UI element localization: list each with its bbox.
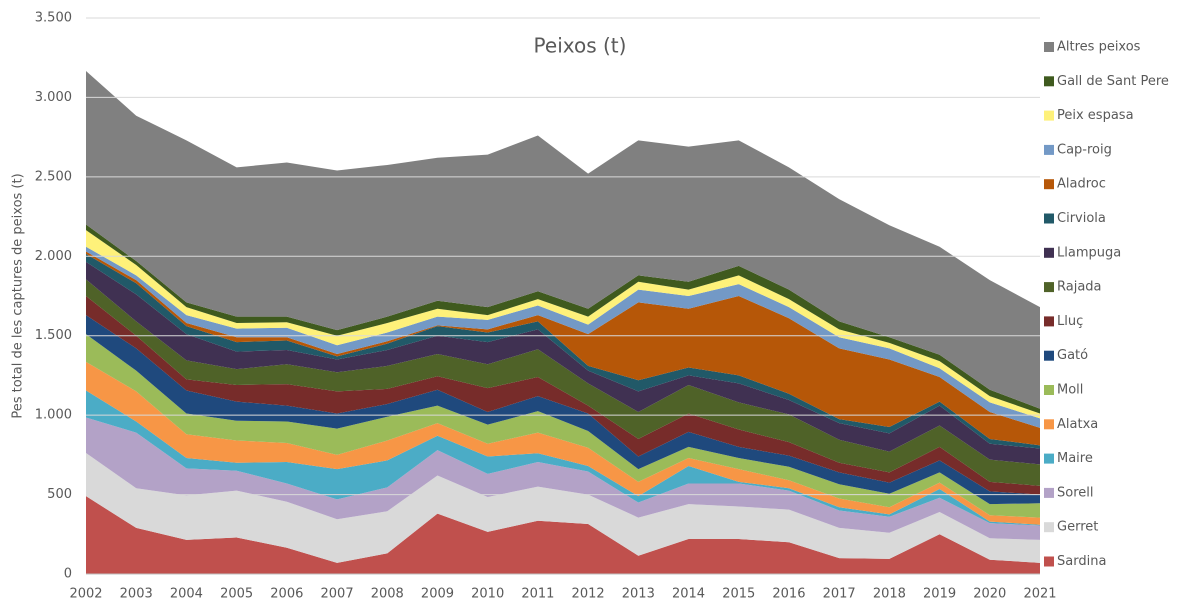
legend-swatch	[1044, 247, 1054, 258]
legend-label: Peix espasa	[1057, 108, 1134, 123]
x-tick-label: 2004	[170, 587, 203, 600]
area	[86, 224, 1040, 414]
legend-swatch	[1044, 110, 1054, 121]
legend-swatch	[1044, 419, 1054, 430]
legend-label: Sorell	[1057, 485, 1094, 500]
legend-swatch	[1044, 350, 1054, 361]
x-tick-label: 2014	[672, 587, 705, 600]
area	[86, 361, 1040, 525]
legend-swatch	[1044, 522, 1054, 533]
legend-label: Rajada	[1057, 280, 1102, 295]
x-tick-label: 2003	[120, 587, 153, 600]
area	[86, 71, 1040, 409]
x-tick-label: 2015	[722, 587, 755, 600]
legend-swatch	[1044, 556, 1054, 567]
legend-swatch	[1044, 42, 1054, 52]
area	[86, 334, 1040, 518]
area	[86, 279, 1040, 486]
area	[86, 261, 1040, 465]
legend-swatch	[1044, 213, 1054, 224]
legend-swatch	[1044, 385, 1054, 395]
area	[86, 452, 1040, 563]
legend-label: Cap-roig	[1057, 142, 1112, 157]
y-tick-label: 1.500	[35, 328, 72, 343]
y-tick-label: 2.000	[35, 249, 72, 264]
area	[86, 315, 1040, 505]
legend-label: Llampuga	[1057, 245, 1121, 260]
legend-label: Altres peixos	[1057, 40, 1141, 55]
legend-label: Aladroc	[1057, 177, 1106, 192]
x-tick-label: 2010	[471, 587, 504, 600]
x-tick-label: 2021	[1023, 587, 1056, 600]
legend-label: Gerret	[1057, 520, 1098, 535]
legend-label: Sardina	[1057, 554, 1106, 569]
x-tick-label: 2020	[973, 587, 1006, 600]
x-tick-label: 2007	[321, 587, 354, 600]
y-tick-label: 500	[47, 487, 72, 502]
x-tick-label: 2018	[873, 587, 906, 600]
x-tick-label: 2008	[371, 587, 404, 600]
x-tick-label: 2002	[69, 587, 102, 600]
legend-swatch	[1044, 282, 1054, 293]
legend-swatch	[1044, 179, 1054, 190]
legend-label: Alatxa	[1057, 417, 1098, 432]
legend-label: Cirviola	[1057, 211, 1106, 226]
legend-swatch	[1044, 76, 1054, 87]
y-tick-label: 3.500	[35, 11, 72, 26]
legend-label: Gató	[1057, 348, 1088, 363]
x-tick-label: 2013	[622, 587, 655, 600]
x-tick-label: 2019	[923, 587, 956, 600]
area	[86, 496, 1040, 574]
area	[86, 296, 1040, 495]
areas	[86, 71, 1040, 574]
y-axis-label: Pes total de les captures de peixos (t)	[11, 173, 26, 418]
x-tick-label: 2016	[772, 587, 805, 600]
legend-label: Lluç	[1057, 314, 1083, 329]
x-tick-label: 2012	[572, 587, 605, 600]
area	[86, 390, 1040, 526]
area	[86, 417, 1040, 540]
area	[86, 230, 1040, 419]
y-tick-label: 3.000	[35, 90, 72, 105]
x-tick-label: 2011	[521, 587, 554, 600]
y-tick-label: 0	[64, 567, 72, 582]
y-tick-label: 1.000	[35, 408, 72, 423]
x-tick-label: 2017	[823, 587, 856, 600]
legend-swatch	[1044, 144, 1054, 155]
legend-label: Moll	[1057, 383, 1083, 398]
area	[86, 251, 1040, 446]
x-tick-label: 2006	[270, 587, 303, 600]
chart-title: Peixos (t)	[534, 34, 627, 58]
legend-label: Maire	[1057, 451, 1093, 466]
legend-label: Gall de Sant Pere	[1057, 74, 1169, 89]
y-tick-label: 2.500	[35, 169, 72, 184]
legend-swatch	[1044, 487, 1054, 498]
legend-swatch	[1044, 316, 1054, 327]
legend-swatch	[1044, 453, 1054, 464]
x-tick-label: 2005	[220, 587, 253, 600]
x-tick-label: 2009	[421, 587, 454, 600]
area	[86, 246, 1040, 428]
